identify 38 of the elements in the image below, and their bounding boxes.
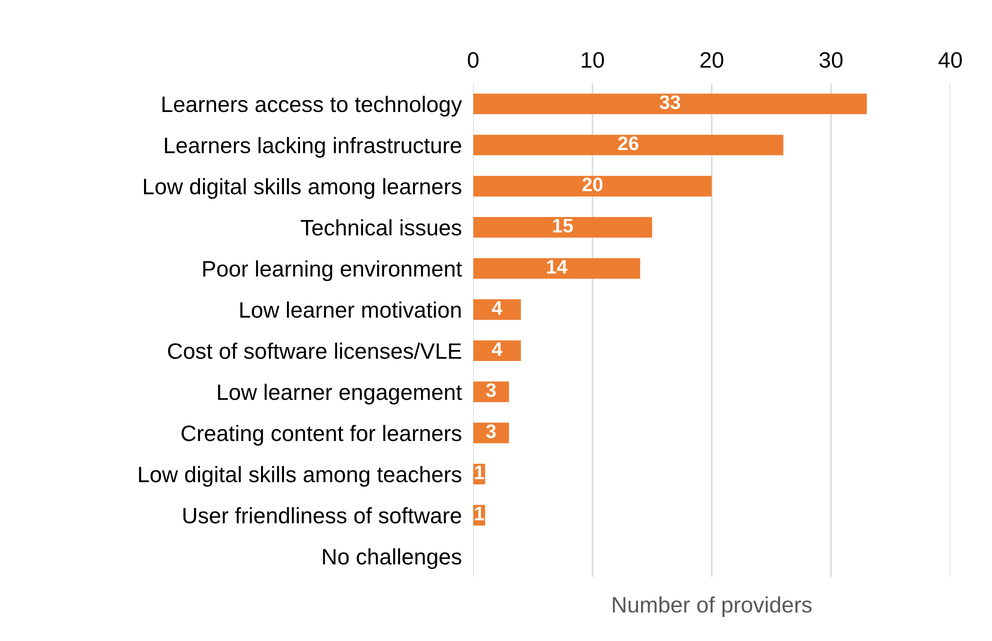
bar (473, 217, 652, 238)
data-label: 26 (618, 136, 638, 150)
bar (473, 134, 784, 156)
bar (473, 176, 712, 196)
x-tick-label: 30 (820, 52, 843, 68)
y-tick-label: Learners lacking infrastructure (165, 136, 462, 158)
bar (473, 299, 521, 320)
y-tick-label: Low learner engagement (218, 384, 462, 404)
y-tick-label: Cost of software licenses/VLE (168, 342, 462, 359)
data-label: 4 (492, 342, 502, 356)
data-label: 3 (486, 383, 496, 398)
y-tick-label: Technical issues (300, 219, 462, 236)
x-tick-label: 40 (938, 52, 962, 68)
data-label: 20 (582, 178, 602, 192)
bar (473, 94, 867, 114)
data-label: 33 (660, 95, 680, 110)
bar (473, 258, 640, 279)
data-label: 1 (474, 466, 484, 480)
x-tick-label: 0 (468, 52, 478, 68)
y-tick-label: Low learner motivation (240, 301, 461, 318)
y-tick-label: User friendliness of software (183, 507, 462, 524)
data-label: 14 (547, 260, 568, 274)
y-tick-label: No challenges (323, 548, 462, 569)
y-tick-label: Creating content for learners (182, 424, 462, 446)
data-label: 1 (474, 506, 484, 520)
bar (473, 340, 521, 361)
x-tick-label: 10 (582, 52, 604, 68)
data-label: 4 (492, 301, 502, 315)
bar (473, 422, 509, 444)
bar (473, 382, 509, 402)
x-tick-label: 20 (700, 52, 724, 68)
y-tick-label: Low digital skills among teachers (139, 466, 462, 487)
data-label: 15 (553, 218, 573, 233)
y-tick-label: Learners access to technology (162, 96, 462, 117)
y-tick-label: Poor learning environment (203, 260, 462, 282)
data-label: 3 (486, 424, 496, 438)
x-axis-title: Number of providers (612, 596, 812, 618)
y-tick-label: Low digital skills among learners (144, 178, 462, 199)
